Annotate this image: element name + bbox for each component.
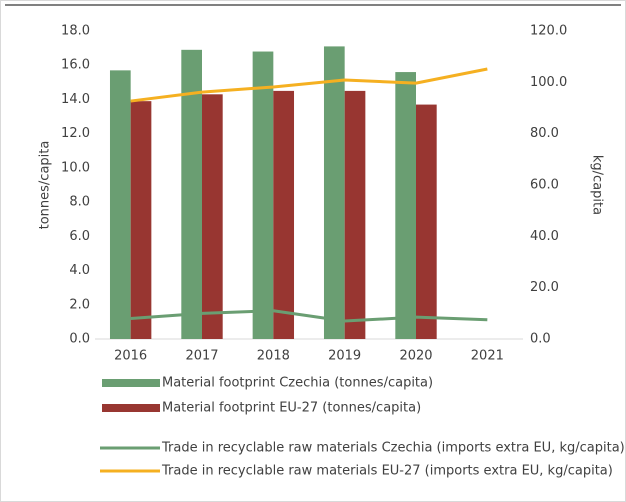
x-tick-label: 2020 (399, 349, 432, 364)
y-axis-title: tonnes/capita (38, 141, 53, 230)
y2-tick-label: 0.0 (530, 332, 551, 347)
y-tick-label: 18.0 (61, 24, 90, 39)
legend-label: Trade in recyclable raw materials Czechi… (161, 441, 625, 456)
x-tick-label: 2021 (471, 349, 504, 364)
y-tick-label: 16.0 (61, 58, 90, 73)
legend-swatch (102, 404, 160, 412)
y-tick-label: 8.0 (69, 195, 90, 210)
bar (109, 70, 131, 339)
y2-tick-label: 100.0 (530, 75, 567, 90)
x-tick-label: 2016 (114, 349, 147, 364)
y-tick-label: 2.0 (69, 297, 90, 312)
legend-label: Trade in recyclable raw materials EU-27 … (161, 464, 613, 479)
bar (416, 104, 437, 339)
legend-label: Material footprint Czechia (tonnes/capit… (162, 376, 433, 391)
y2-tick-label: 60.0 (530, 178, 559, 193)
y-tick-label: 12.0 (61, 126, 90, 141)
bar (273, 90, 295, 339)
line (130, 67, 488, 103)
x-tick-label: 2017 (185, 349, 218, 364)
bar (344, 90, 366, 339)
y2-tick-label: 20.0 (530, 280, 559, 295)
y-tick-label: 0.0 (69, 332, 90, 347)
y-tick-label: 10.0 (61, 160, 90, 175)
y2-tick-label: 80.0 (530, 126, 559, 141)
bar (395, 72, 416, 340)
y-tick-label: 14.0 (61, 92, 90, 107)
y-tick-label: 6.0 (69, 229, 90, 244)
legend-label: Material footprint EU-27 (tonnes/capita) (162, 401, 421, 416)
bar (181, 49, 202, 339)
y-tick-label: 4.0 (69, 263, 90, 278)
x-tick-label: 2019 (328, 349, 361, 364)
y2-tick-label: 120.0 (530, 24, 567, 39)
x-tick-label: 2018 (257, 349, 290, 364)
bar (323, 46, 345, 340)
line (130, 309, 488, 323)
bar (252, 51, 274, 340)
y2-axis-title: kg/capita (590, 155, 605, 215)
bar (130, 101, 152, 340)
bar (202, 94, 223, 339)
y2-tick-label: 40.0 (530, 229, 559, 244)
legend-swatch (102, 379, 160, 387)
